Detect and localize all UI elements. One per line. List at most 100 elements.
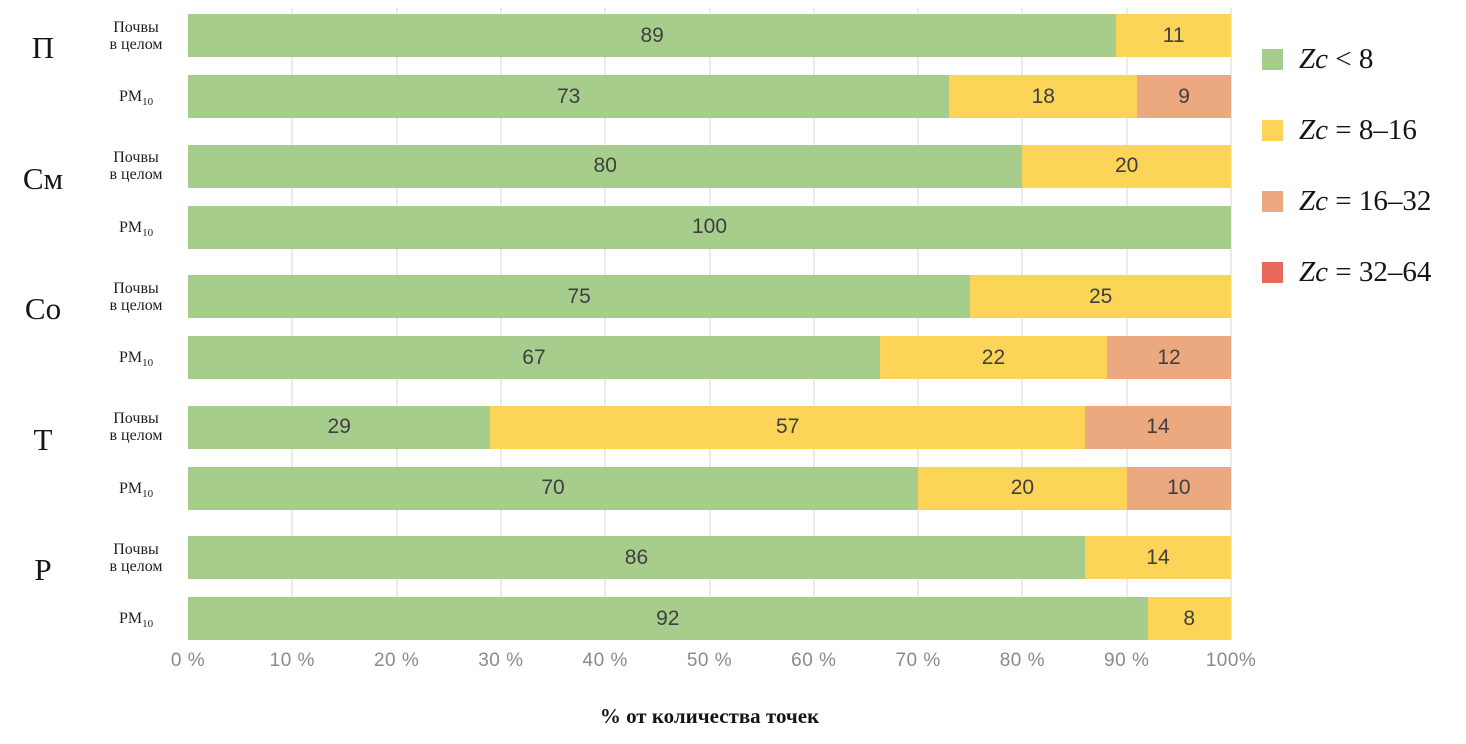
bar-segment: 100 [188, 205, 1231, 249]
bar-segment: 29 [188, 405, 491, 449]
bar-segment-value: 86 [624, 545, 649, 569]
x-tick-label: 30 % [478, 650, 524, 671]
row-label: Почвы в целом [109, 18, 163, 53]
bar-row: 89 11 [188, 14, 1231, 57]
bar-segment: 70 [188, 466, 919, 510]
row-label: Почвы в целом [109, 149, 163, 183]
x-tick-label: 80 % [999, 650, 1046, 671]
bar-segment: 73 [188, 75, 950, 118]
bar-segment-value: 73 [557, 84, 581, 108]
x-tick-label: 100% [1205, 650, 1257, 671]
legend: Zc < 8 Zc = 8–16 Zc = 16–32 Zc = 32–64 [1262, 42, 1431, 289]
bar-segment: 14 [1084, 405, 1231, 449]
bar-row: 70 20 10 [188, 466, 1231, 510]
plot-area [188, 6, 1232, 642]
bar-segment: 67 [188, 336, 880, 379]
gridline [1230, 8, 1232, 640]
bar-segment-value: 8 [1183, 606, 1196, 630]
bar-row: 67 22 12 [188, 336, 1231, 379]
row-label: PM10 [118, 349, 154, 370]
bar-segment-value: 92 [656, 606, 680, 630]
bar-segment-value: 9 [1178, 84, 1190, 108]
legend-item: Zc = 32–64 [1262, 255, 1431, 289]
legend-item: Zc = 16–32 [1262, 184, 1431, 218]
x-tick-label: 90 % [1104, 650, 1150, 671]
x-tick-label: 50 % [686, 650, 733, 671]
bar-segment: 89 [188, 14, 1117, 57]
legend-swatch [1262, 261, 1283, 283]
bar-segment-value: 12 [1157, 345, 1181, 369]
bar-segment-value: 20 [1010, 476, 1035, 499]
legend-label: Zc = 8–16 [1299, 113, 1417, 146]
bar-segment: 57 [490, 405, 1085, 449]
bar-segment-value: 57 [776, 415, 800, 438]
legend-swatch [1262, 190, 1283, 212]
gridline [708, 8, 711, 640]
bar-segment-value: 70 [541, 476, 565, 499]
row-label: PM10 [118, 218, 154, 239]
x-tick-label: 40 % [582, 650, 628, 671]
bar-segment: 9 [1137, 75, 1231, 118]
bar-row: 80 20 [188, 144, 1231, 188]
x-tick-label: 60 % [791, 650, 837, 671]
bar-row: 86 14 [188, 536, 1231, 579]
x-tick-label: 70 % [895, 650, 941, 671]
group-label: П [31, 30, 55, 65]
bar-segment: 14 [1084, 536, 1231, 579]
x-tick-label: 0 % [170, 650, 206, 671]
bar-segment-value: 100 [691, 215, 728, 238]
row-label: PM10 [118, 479, 154, 500]
group-label: Т [33, 421, 53, 457]
row-label: Почвы в целом [109, 410, 163, 444]
gridline [604, 8, 607, 640]
bar-segment: 20 [1022, 144, 1231, 188]
gridline [499, 8, 502, 640]
bar-segment-value: 89 [640, 23, 664, 47]
row-label: Почвы в целом [109, 279, 163, 314]
x-axis-title: % от количества точек [599, 704, 820, 728]
bar-segment: 80 [188, 144, 1023, 188]
bar-segment: 8 [1147, 597, 1231, 640]
legend-label: Zc = 16–32 [1299, 184, 1432, 217]
group-label: Р [34, 552, 52, 587]
bar-segment-value: 20 [1115, 154, 1139, 177]
bar-segment-value: 67 [522, 345, 546, 369]
legend-swatch [1262, 48, 1283, 70]
bar-segment: 86 [188, 536, 1085, 579]
bar-segment-value: 75 [567, 284, 591, 308]
bar-segment-value: 11 [1162, 23, 1185, 47]
row-label: PM10 [118, 88, 154, 109]
bar-row: 92 8 [188, 597, 1231, 640]
bar-segment: 10 [1126, 466, 1231, 510]
bar-segment: 20 [918, 466, 1127, 510]
bar-segment-value: 18 [1031, 84, 1055, 108]
bar-segment: 92 [188, 597, 1148, 640]
bar-segment-value: 10 [1167, 476, 1191, 499]
group-label: Со [24, 291, 62, 326]
legend-item: Zc < 8 [1262, 42, 1431, 76]
bar-segment: 75 [188, 275, 971, 318]
legend-swatch [1262, 119, 1283, 141]
bar-segment-value: 80 [593, 154, 617, 177]
bar-segment: 12 [1107, 336, 1231, 379]
legend-item: Zc = 8–16 [1262, 113, 1431, 147]
bar-row: 73 18 9 [188, 75, 1231, 118]
legend-label: Zc = 32–64 [1299, 255, 1432, 288]
group-label: См [22, 160, 64, 196]
legend-label: Zc < 8 [1299, 42, 1374, 75]
gridline [1125, 8, 1128, 640]
bar-segment: 18 [949, 75, 1138, 118]
bar-segment: 22 [879, 336, 1108, 379]
bar-segment-value: 14 [1146, 545, 1170, 569]
bar-segment-value: 14 [1146, 415, 1170, 438]
x-tick-label: 10 % [269, 650, 315, 671]
bar-segment-value: 22 [981, 345, 1006, 369]
gridline [395, 8, 398, 640]
gridline [1021, 8, 1024, 640]
x-axis: 0 % 10 % 20 % 30 % 40 % 50 % 60 % 70 % 80 % 90 % 1… [171, 650, 1256, 676]
bar-segment-value: 29 [327, 415, 351, 438]
gridline [917, 8, 920, 640]
bar-segment: 25 [970, 275, 1231, 318]
bar-segment-value: 25 [1088, 284, 1113, 308]
